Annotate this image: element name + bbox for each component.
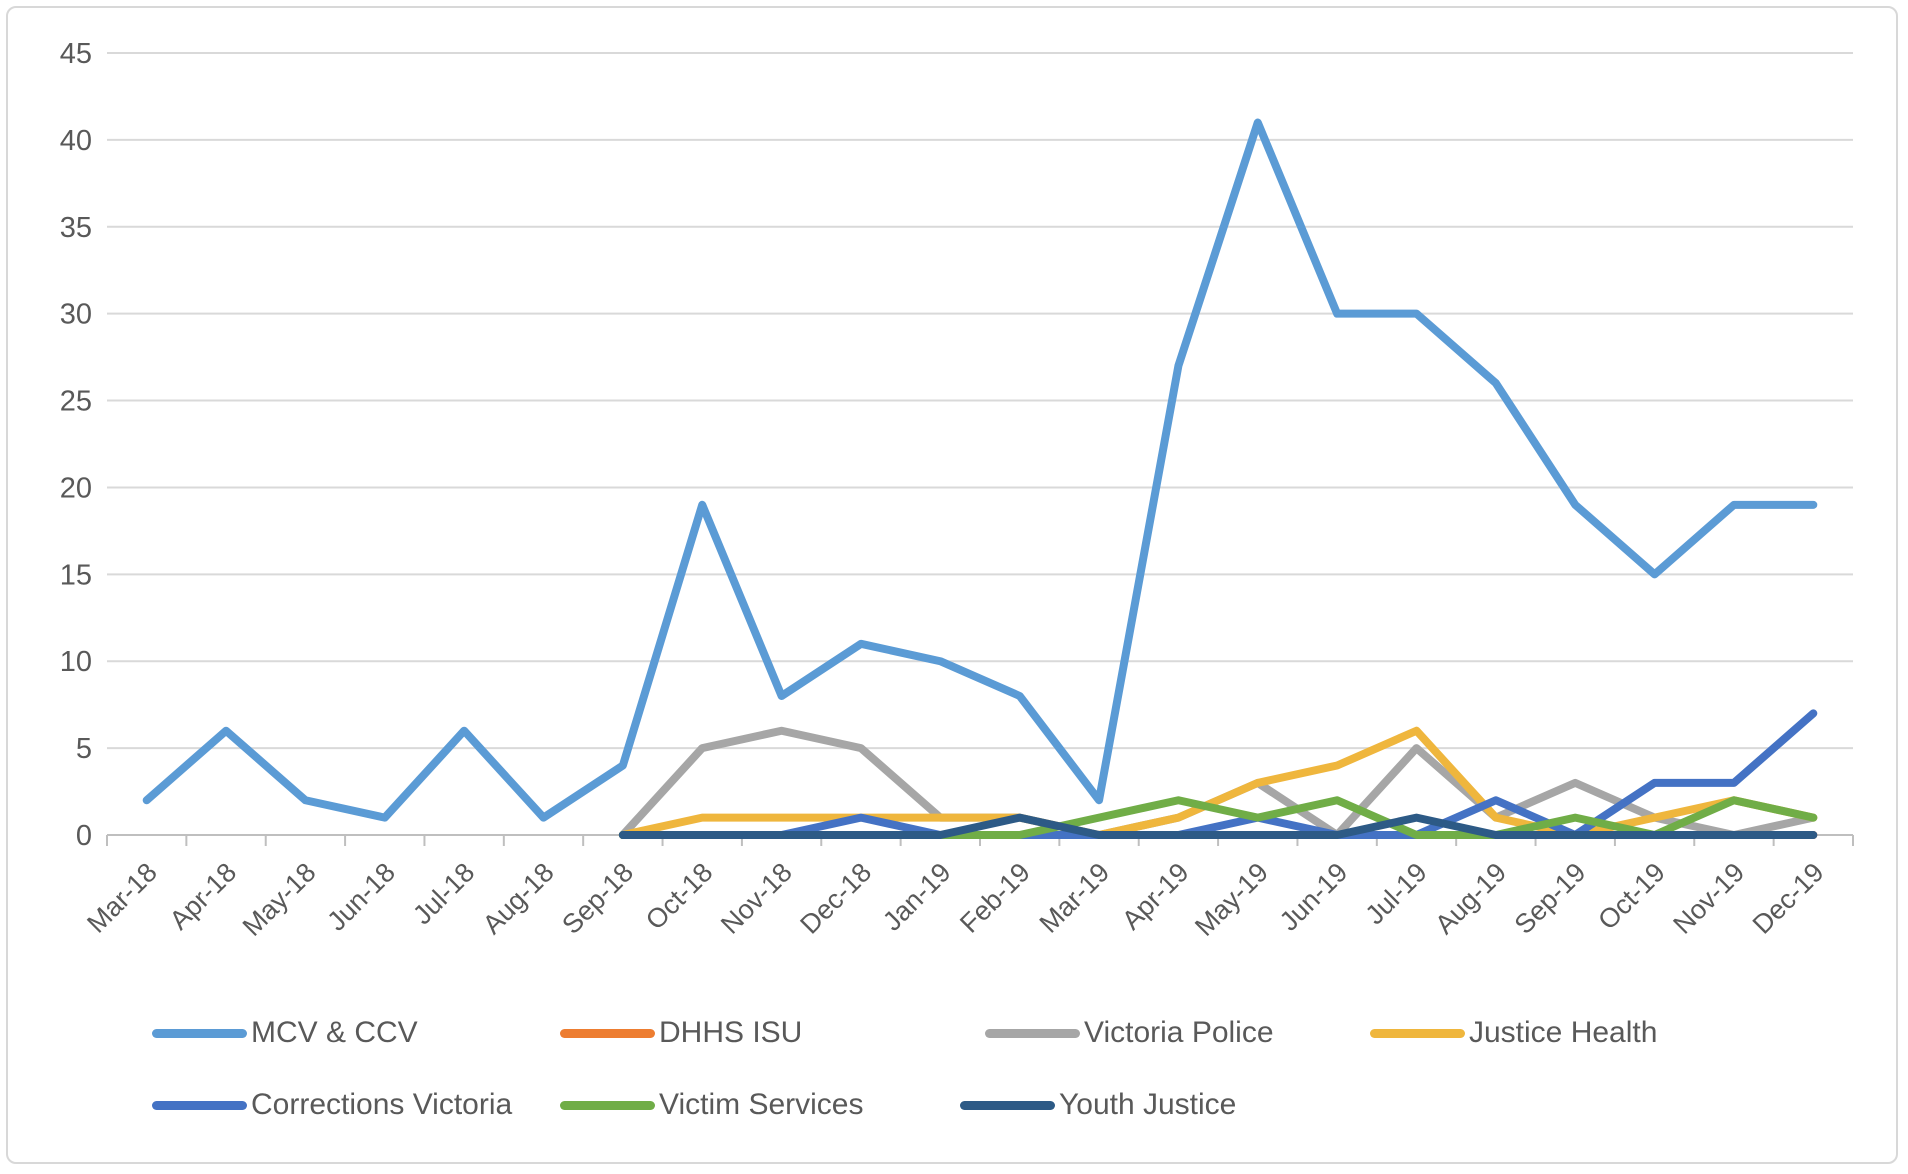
x-axis-label-may-19: May-19: [1189, 857, 1274, 942]
series-line-justice-health: [618, 726, 1818, 839]
legend-label-youth-justice: Youth Justice: [1059, 1088, 1237, 1121]
x-axis-label-jan-19: Jan-19: [877, 857, 957, 937]
legend-label-justice-health: Justice Health: [1469, 1016, 1658, 1049]
legend-swatch-justice-health-icon: [1370, 1028, 1465, 1038]
x-axis-label-nov-18: Nov-18: [715, 857, 798, 940]
series-line-mcv-ccv: [142, 118, 1818, 822]
legend-label-dhhs-isu: DHHS ISU: [659, 1016, 803, 1049]
y-axis-label-10: 10: [60, 646, 92, 678]
legend-swatch-dhhs-isu-icon: [560, 1028, 655, 1038]
x-axis-label-apr-18: Apr-18: [164, 857, 243, 936]
y-axis-label-20: 20: [60, 472, 92, 504]
legend-label-mcv-ccv: MCV & CCV: [251, 1016, 418, 1049]
x-axis-label-feb-19: Feb-19: [954, 857, 1036, 939]
x-axis-label-sep-18: Sep-18: [556, 857, 639, 940]
x-axis-label-jul-18: Jul-18: [407, 857, 480, 930]
x-axis-label-apr-19: Apr-19: [1116, 857, 1195, 936]
x-axis-label-aug-18: Aug-18: [477, 857, 560, 940]
legend-item-corrections-victoria: Corrections Victoria: [152, 1085, 512, 1125]
x-axis-label-nov-19: Nov-19: [1667, 857, 1750, 940]
x-axis-label-oct-18: Oct-18: [640, 857, 719, 936]
x-axis-label-dec-19: Dec-19: [1747, 857, 1830, 940]
legend-label-victim-services: Victim Services: [659, 1088, 864, 1121]
x-axis-label-jun-18: Jun-18: [321, 857, 401, 937]
legend-swatch-corrections-victoria-icon: [152, 1100, 247, 1110]
series-line-corrections-victoria: [618, 709, 1818, 839]
x-axis-label-jul-19: Jul-19: [1360, 857, 1433, 930]
legend-item-dhhs-isu: DHHS ISU: [560, 1013, 802, 1053]
legend-label-victoria-police: Victoria Police: [1084, 1016, 1274, 1049]
legend-swatch-victoria-police-icon: [985, 1028, 1080, 1038]
x-axis-label-sep-19: Sep-19: [1509, 857, 1592, 940]
legend-swatch-mcv-ccv-icon: [152, 1028, 247, 1038]
y-axis-label-30: 30: [60, 299, 92, 331]
legend-item-victim-services: Victim Services: [560, 1085, 864, 1125]
y-axis-label-25: 25: [60, 386, 92, 418]
legend-item-mcv-ccv: MCV & CCV: [152, 1013, 418, 1053]
y-axis-label-15: 15: [60, 559, 92, 591]
legend-swatch-youth-justice-icon: [960, 1100, 1055, 1110]
legend-item-justice-health: Justice Health: [1370, 1013, 1657, 1053]
x-axis-label-mar-18: Mar-18: [81, 857, 163, 939]
series-line-youth-justice: [618, 813, 1818, 839]
x-axis-label-oct-19: Oct-19: [1592, 857, 1671, 936]
x-axis-label-may-18: May-18: [237, 857, 322, 942]
y-axis-label-45: 45: [60, 38, 92, 70]
chart-frame: [6, 6, 1898, 1164]
x-axis-label-aug-19: Aug-19: [1429, 857, 1512, 940]
y-axis-label-5: 5: [76, 733, 92, 765]
x-axis-label-mar-19: Mar-19: [1034, 857, 1116, 939]
y-axis-label-40: 40: [60, 125, 92, 157]
legend-label-corrections-victoria: Corrections Victoria: [251, 1088, 513, 1121]
legend-item-youth-justice: Youth Justice: [960, 1085, 1236, 1125]
x-axis-label-jun-19: Jun-19: [1274, 857, 1354, 937]
x-axis-label-dec-18: Dec-18: [794, 857, 877, 940]
y-axis-label-35: 35: [60, 212, 92, 244]
legend-item-victoria-police: Victoria Police: [985, 1013, 1274, 1053]
y-axis-label-0: 0: [76, 820, 92, 852]
legend-swatch-victim-services-icon: [560, 1100, 655, 1110]
